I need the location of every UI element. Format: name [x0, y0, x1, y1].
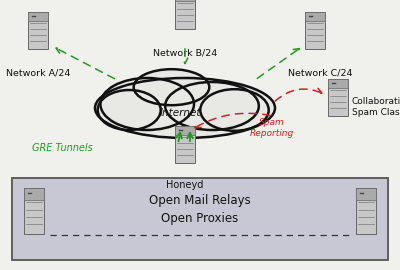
Ellipse shape	[98, 90, 161, 130]
Text: Honeyd: Honeyd	[166, 180, 204, 190]
FancyBboxPatch shape	[28, 12, 48, 49]
FancyBboxPatch shape	[305, 12, 325, 21]
Text: Internet: Internet	[159, 108, 201, 118]
FancyBboxPatch shape	[305, 12, 325, 49]
FancyBboxPatch shape	[24, 188, 44, 234]
FancyBboxPatch shape	[24, 188, 44, 200]
FancyBboxPatch shape	[328, 79, 348, 88]
Text: Spam
Reporting: Spam Reporting	[250, 118, 294, 138]
FancyBboxPatch shape	[175, 126, 195, 135]
FancyBboxPatch shape	[356, 188, 376, 200]
Text: GRE Tunnels: GRE Tunnels	[32, 143, 92, 153]
Ellipse shape	[95, 78, 275, 138]
Text: Collaborative
Spam Classifier: Collaborative Spam Classifier	[352, 97, 400, 117]
Text: Network C/24: Network C/24	[288, 68, 352, 77]
Text: Network A/24: Network A/24	[6, 68, 70, 77]
Text: Network B/24: Network B/24	[153, 48, 217, 57]
Text: Open Mail Relays
Open Proxies: Open Mail Relays Open Proxies	[149, 194, 251, 225]
FancyBboxPatch shape	[175, 0, 195, 29]
FancyBboxPatch shape	[175, 126, 195, 163]
Ellipse shape	[134, 69, 209, 105]
FancyBboxPatch shape	[12, 178, 388, 260]
Ellipse shape	[165, 82, 259, 130]
FancyBboxPatch shape	[175, 0, 195, 1]
Ellipse shape	[200, 89, 269, 131]
FancyBboxPatch shape	[356, 188, 376, 234]
FancyBboxPatch shape	[28, 12, 48, 21]
Ellipse shape	[100, 78, 194, 130]
FancyBboxPatch shape	[328, 79, 348, 116]
